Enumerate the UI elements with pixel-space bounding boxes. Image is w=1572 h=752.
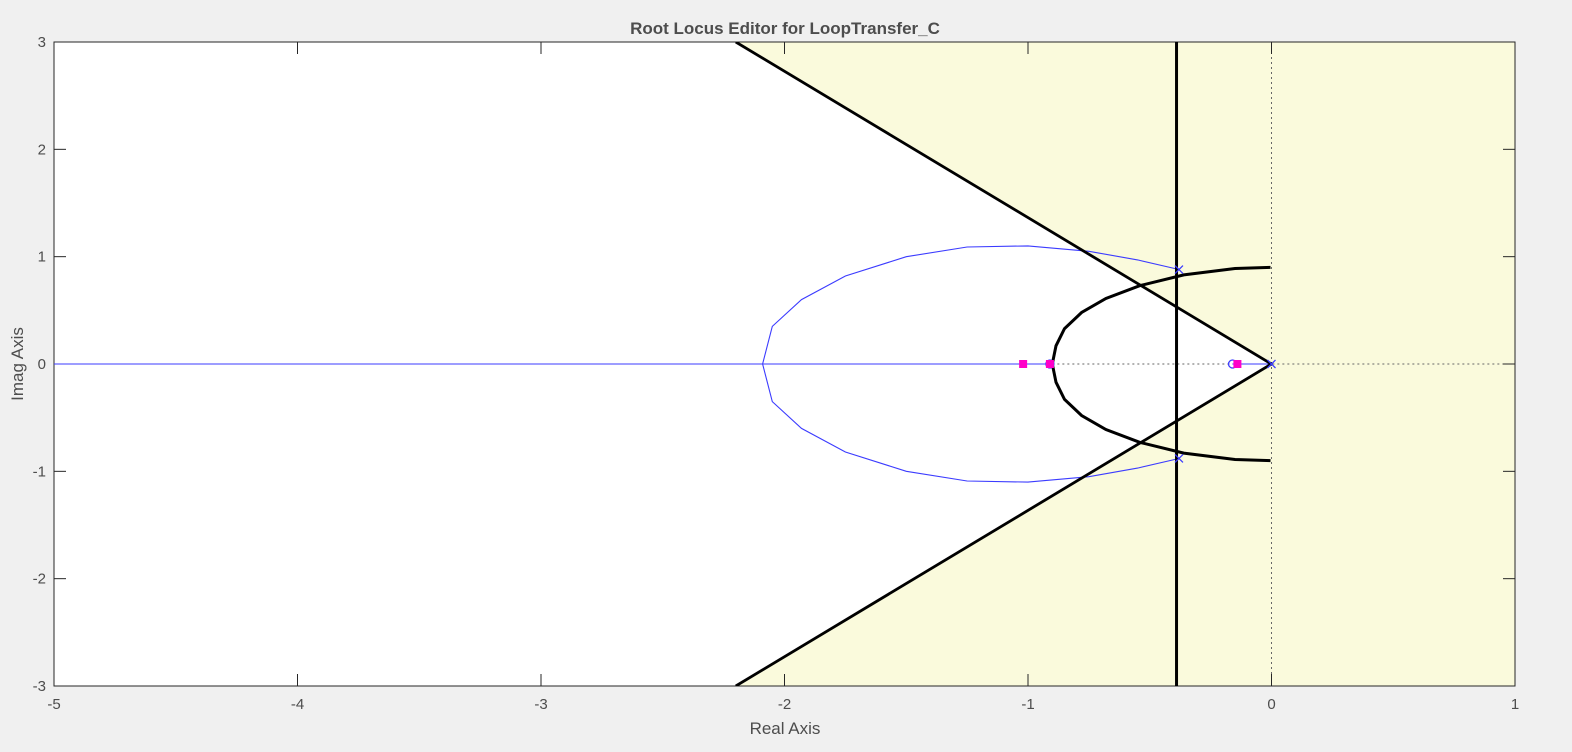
open-loop-pole-marker bbox=[1174, 453, 1184, 463]
y-tick-label: 3 bbox=[38, 34, 46, 51]
y-tick-label: -2 bbox=[33, 571, 46, 588]
design-region-shading bbox=[735, 42, 1515, 686]
y-tick-label: 0 bbox=[38, 356, 46, 373]
plot-area[interactable]: -5 -4 -3 -2 -1 0 1 -3 -2 -1 0 1 2 3 bbox=[33, 34, 1520, 713]
y-tick-label: 2 bbox=[38, 141, 46, 158]
y-tick-label: -3 bbox=[33, 678, 46, 695]
closed-loop-pole-marker bbox=[1045, 360, 1054, 368]
closed-loop-pole-marker bbox=[1019, 360, 1028, 368]
x-tick-label: -1 bbox=[1021, 696, 1034, 713]
damping-constraint-upper bbox=[735, 42, 1273, 366]
open-loop-pole-marker bbox=[1174, 265, 1184, 275]
x-tick-label: -4 bbox=[291, 696, 304, 713]
chart-title: Root Locus Editor for LoopTransfer_C bbox=[630, 19, 940, 38]
x-tick-label: 1 bbox=[1511, 696, 1519, 713]
x-tick-label: 0 bbox=[1267, 696, 1275, 713]
y-axis-label: Imag Axis bbox=[8, 327, 27, 401]
x-tick-label: -3 bbox=[534, 696, 547, 713]
y-tick-label: 1 bbox=[38, 249, 46, 266]
x-tick-label: -5 bbox=[47, 696, 60, 713]
damping-constraint-lower bbox=[735, 362, 1273, 686]
open-loop-pole-marker bbox=[1267, 359, 1276, 369]
closed-loop-pole-marker bbox=[1233, 360, 1242, 368]
y-tick-label: -1 bbox=[33, 463, 46, 480]
plot-content bbox=[54, 42, 1276, 686]
x-axis-label: Real Axis bbox=[750, 719, 821, 738]
x-tick-label: -2 bbox=[778, 696, 791, 713]
